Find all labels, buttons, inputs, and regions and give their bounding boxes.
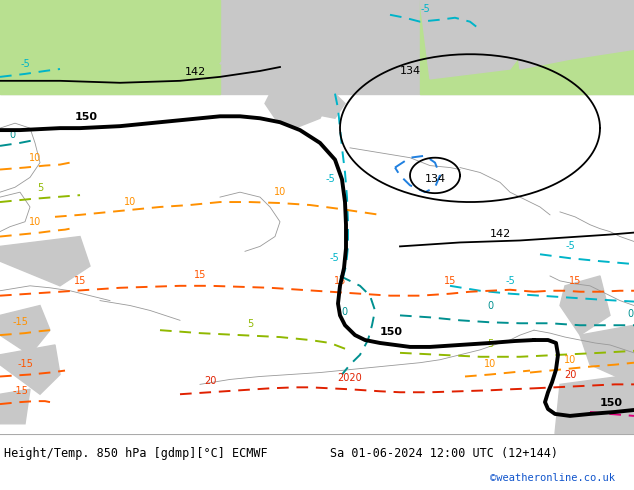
- Text: 134: 134: [400, 66, 421, 76]
- Text: 142: 142: [490, 228, 511, 239]
- Text: -15: -15: [17, 359, 33, 368]
- Text: 0: 0: [628, 309, 634, 319]
- Text: 15: 15: [74, 276, 86, 286]
- Text: 10: 10: [124, 197, 136, 207]
- Polygon shape: [420, 0, 540, 79]
- Text: 15: 15: [194, 270, 206, 280]
- Text: -5: -5: [420, 4, 430, 14]
- Text: -15: -15: [12, 386, 28, 396]
- Polygon shape: [0, 389, 30, 424]
- Text: 2020: 2020: [338, 373, 363, 383]
- Text: 150: 150: [600, 398, 623, 408]
- Text: 150: 150: [75, 112, 98, 122]
- Polygon shape: [420, 0, 634, 94]
- Text: 10: 10: [564, 355, 576, 365]
- Text: 10: 10: [29, 217, 41, 227]
- Polygon shape: [580, 325, 634, 384]
- Text: 5: 5: [247, 319, 253, 329]
- Text: 134: 134: [425, 174, 446, 184]
- Polygon shape: [510, 0, 600, 69]
- Text: 10: 10: [274, 187, 286, 197]
- Text: 5: 5: [487, 339, 493, 349]
- Text: 20: 20: [204, 376, 216, 387]
- Polygon shape: [265, 84, 330, 128]
- Text: Sa 01-06-2024 12:00 UTC (12+144): Sa 01-06-2024 12:00 UTC (12+144): [330, 447, 558, 460]
- Text: Height/Temp. 850 hPa [gdmp][°C] ECMWF: Height/Temp. 850 hPa [gdmp][°C] ECMWF: [4, 447, 268, 460]
- Text: 0: 0: [341, 307, 347, 318]
- Text: -5: -5: [325, 174, 335, 184]
- Text: 142: 142: [185, 67, 206, 77]
- Polygon shape: [555, 374, 634, 434]
- Text: 10: 10: [484, 359, 496, 368]
- Text: -15: -15: [12, 317, 28, 327]
- Text: -5: -5: [505, 276, 515, 286]
- Text: -5: -5: [20, 59, 30, 69]
- Text: -5: -5: [329, 253, 339, 263]
- Polygon shape: [0, 237, 90, 286]
- Text: ©weatheronline.co.uk: ©weatheronline.co.uk: [490, 473, 615, 483]
- Text: 15: 15: [334, 276, 346, 286]
- Polygon shape: [0, 306, 50, 355]
- Polygon shape: [0, 0, 220, 94]
- Text: 5: 5: [37, 183, 43, 193]
- Text: 150: 150: [380, 327, 403, 337]
- Polygon shape: [290, 89, 345, 118]
- Polygon shape: [0, 345, 60, 394]
- Polygon shape: [220, 0, 300, 64]
- Text: 15: 15: [569, 276, 581, 286]
- Polygon shape: [0, 0, 634, 94]
- Text: 20: 20: [564, 370, 576, 380]
- Polygon shape: [560, 276, 610, 335]
- Text: -5: -5: [565, 242, 575, 251]
- Polygon shape: [560, 0, 634, 59]
- Text: 10: 10: [29, 153, 41, 163]
- Text: 15: 15: [444, 276, 456, 286]
- Text: 0: 0: [9, 130, 15, 140]
- Text: 0: 0: [487, 301, 493, 312]
